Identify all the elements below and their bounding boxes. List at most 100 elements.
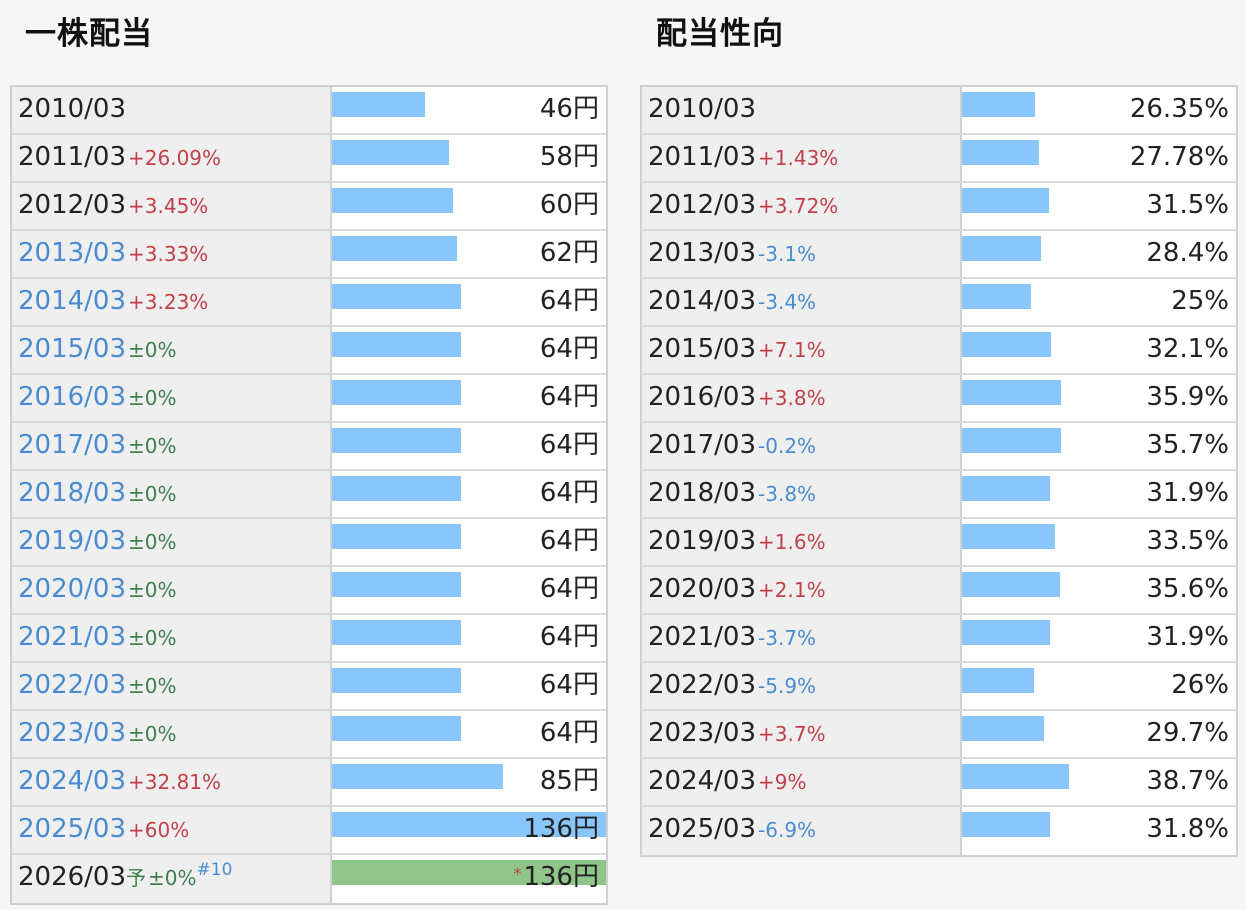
value-text: 31.9% — [1146, 478, 1229, 508]
year-text[interactable]: 2025/03 — [18, 814, 127, 844]
year-link[interactable]: 2013/03 +3.33% — [18, 238, 208, 269]
year-text: 2023/03 — [648, 718, 757, 748]
payout-row: 2023/03 +3.7% 29.7% — [642, 711, 1236, 759]
change-percent: +3.8% — [758, 386, 826, 410]
value-unit: % — [1204, 94, 1229, 124]
dividend-row: 2013/03 +3.33% 62円 — [12, 231, 606, 279]
dividend-row-label: 2023/03 ±0% — [12, 711, 332, 757]
payout-row-label: 2025/03 -6.9% — [642, 807, 962, 855]
value-bar — [962, 284, 1031, 309]
year-text: 2022/03 — [648, 670, 757, 700]
change-percent: +3.23% — [128, 290, 209, 314]
dividend-row: 2019/03 ±0% 64円 — [12, 519, 606, 567]
dividend-row-label: 2015/03 ±0% — [12, 327, 332, 373]
value-text: 62円 — [540, 238, 599, 268]
value-bar — [962, 620, 1050, 645]
change-percent: ±0% — [148, 866, 197, 890]
year-text[interactable]: 2020/03 — [18, 574, 127, 604]
year-text: 2026/03 — [18, 862, 127, 892]
year-link[interactable]: 2018/03 ±0% — [18, 478, 177, 509]
year-text[interactable]: 2016/03 — [18, 382, 127, 412]
value-bar — [962, 188, 1049, 213]
value-text: 35.9% — [1146, 382, 1229, 412]
value-unit: % — [1204, 766, 1229, 796]
value-unit: % — [1204, 430, 1229, 460]
value-unit: % — [1204, 382, 1229, 412]
dividend-row-label: 2013/03 +3.33% — [12, 231, 332, 277]
year-link[interactable]: 2016/03 ±0% — [18, 382, 177, 413]
change-percent: +1.43% — [758, 146, 839, 170]
value-bar — [332, 92, 425, 117]
year-label: 2018/03 -3.8% — [648, 478, 816, 509]
value-number: 31.8 — [1146, 814, 1205, 844]
value-text: 64円 — [540, 382, 599, 412]
change-percent: -6.9% — [758, 818, 817, 842]
dividend-table: 2010/03 46円 2011/03 +26.09% 58円 2012/03 +3.45%… — [10, 85, 608, 905]
payout-row: 2010/03 26.35% — [642, 87, 1236, 135]
value-text: 64円 — [540, 334, 599, 364]
year-link[interactable]: 2024/03 +32.81% — [18, 766, 221, 797]
year-text: 2018/03 — [648, 478, 757, 508]
dividend-row-label: 2025/03 +60% — [12, 807, 332, 853]
payout-row: 2011/03 +1.43% 27.78% — [642, 135, 1236, 183]
value-number: 33.5 — [1146, 526, 1205, 556]
year-text[interactable]: 2018/03 — [18, 478, 127, 508]
change-percent: ±0% — [128, 626, 177, 650]
payout-row: 2024/03 +9% 38.7% — [642, 759, 1236, 807]
year-label: 2020/03 +2.1% — [648, 574, 826, 605]
value-text: 64円 — [540, 430, 599, 460]
year-text[interactable]: 2014/03 — [18, 286, 127, 316]
year-link[interactable]: 2014/03 +3.23% — [18, 286, 208, 317]
dividend-row-label: 2019/03 ±0% — [12, 519, 332, 565]
value-bar — [332, 476, 461, 501]
value-bar — [962, 428, 1061, 453]
value-unit: 円 — [572, 622, 599, 652]
year-text[interactable]: 2019/03 — [18, 526, 127, 556]
change-percent: ±0% — [128, 722, 177, 746]
value-bar — [332, 140, 449, 165]
value-text: 64円 — [540, 286, 599, 316]
year-link[interactable]: 2017/03 ±0% — [18, 430, 177, 461]
dividend-row-label: 2017/03 ±0% — [12, 423, 332, 469]
year-text: 2020/03 — [648, 574, 757, 604]
year-label: 2010/03 — [18, 94, 126, 124]
year-link[interactable]: 2023/03 ±0% — [18, 718, 177, 749]
year-link[interactable]: 2019/03 ±0% — [18, 526, 177, 557]
year-link[interactable]: 2025/03 +60% — [18, 814, 189, 845]
year-text[interactable]: 2023/03 — [18, 718, 127, 748]
dividend-row: 2018/03 ±0% 64円 — [12, 471, 606, 519]
year-text[interactable]: 2022/03 — [18, 670, 127, 700]
value-number: 26.35 — [1129, 94, 1205, 124]
year-text[interactable]: 2013/03 — [18, 238, 127, 268]
year-link[interactable]: 2021/03 ±0% — [18, 622, 177, 653]
payout-ratio-table: 2010/03 26.35% 2011/03 +1.43% 27.78% 2012/03 +… — [640, 85, 1238, 857]
value-unit: 円 — [572, 718, 599, 748]
dividend-row-label: 2020/03 ±0% — [12, 567, 332, 613]
year-text: 2012/03 — [648, 190, 757, 220]
year-link[interactable]: 2020/03 ±0% — [18, 574, 177, 605]
year-text[interactable]: 2024/03 — [18, 766, 127, 796]
dividend-row-label: 2026/03予 ±0%#10 — [12, 855, 332, 903]
change-percent: +3.33% — [128, 242, 209, 266]
change-percent: ±0% — [128, 578, 177, 602]
year-label: 2016/03 +3.8% — [648, 382, 826, 413]
value-text: 35.6% — [1146, 574, 1229, 604]
value-unit: 円 — [572, 286, 599, 316]
year-link[interactable]: 2015/03 ±0% — [18, 334, 177, 365]
value-unit: % — [1204, 718, 1229, 748]
value-number: 64 — [539, 718, 573, 748]
value-unit: % — [1204, 478, 1229, 508]
change-percent: -3.4% — [758, 290, 817, 314]
year-text[interactable]: 2021/03 — [18, 622, 127, 652]
year-link[interactable]: 2022/03 ±0% — [18, 670, 177, 701]
value-unit: % — [1204, 334, 1229, 364]
value-bar — [962, 572, 1060, 597]
dividend-title: 一株配当 — [25, 16, 153, 52]
value-unit: 円 — [572, 430, 599, 460]
value-number: 25 — [1171, 286, 1205, 316]
year-text[interactable]: 2017/03 — [18, 430, 127, 460]
footnote-link[interactable]: #10 — [196, 860, 233, 880]
year-text[interactable]: 2015/03 — [18, 334, 127, 364]
value-bar — [332, 332, 461, 357]
dividend-row: 2026/03予 ±0%#10 *136円 — [12, 855, 606, 903]
